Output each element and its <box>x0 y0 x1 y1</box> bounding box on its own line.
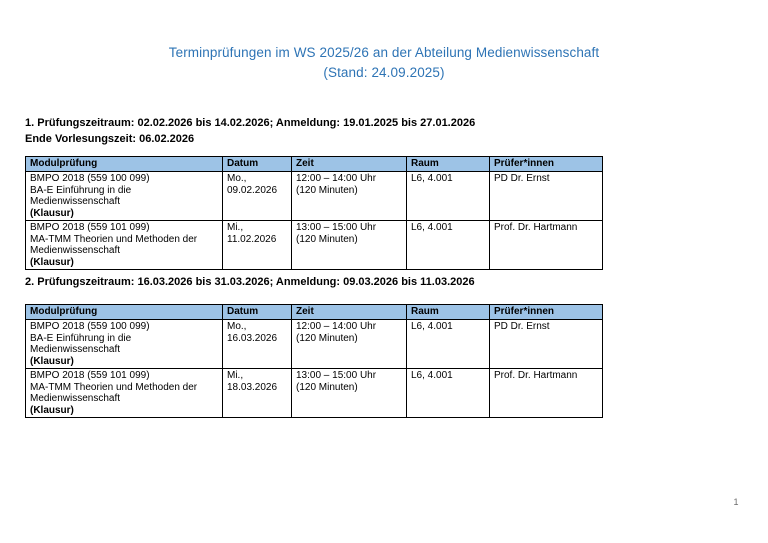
modul-text: BMPO 2018 (559 101 099) MA-TMM Theorien … <box>30 370 198 404</box>
document-title: Terminprüfungen im WS 2025/26 an der Abt… <box>0 43 768 83</box>
modul-text: BMPO 2018 (559 101 099) MA-TMM Theorien … <box>30 222 198 256</box>
column-header-modulpruefung: Modulprüfung <box>25 304 223 320</box>
cell-raum: L6, 4.001 <box>406 319 490 369</box>
column-header-zeit: Zeit <box>291 304 407 320</box>
cell-pruefer: PD Dr. Ernst <box>489 171 603 221</box>
column-header-raum: Raum <box>406 156 490 172</box>
modul-exam-type: (Klausur) <box>30 404 74 416</box>
cell-datum: Mo., 16.03.2026 <box>222 319 292 369</box>
document-title-line2: (Stand: 24.09.2025) <box>323 65 445 80</box>
cell-zeit: 13:00 – 15:00 Uhr (120 Minuten) <box>291 220 407 270</box>
table-row: BMPO 2018 (559 101 099) MA-TMM Theorien … <box>25 220 603 270</box>
column-header-datum: Datum <box>222 156 292 172</box>
exam-table-period-1: Modulprüfung Datum Zeit Raum Prüfer*inne… <box>25 156 603 270</box>
column-header-raum: Raum <box>406 304 490 320</box>
column-header-zeit: Zeit <box>291 156 407 172</box>
modul-text: BMPO 2018 (559 100 099) BA-E Einführung … <box>30 321 150 355</box>
cell-zeit: 12:00 – 14:00 Uhr (120 Minuten) <box>291 319 407 369</box>
cell-modulpruefung: BMPO 2018 (559 101 099) MA-TMM Theorien … <box>25 220 223 270</box>
cell-modulpruefung: BMPO 2018 (559 100 099) BA-E Einführung … <box>25 319 223 369</box>
section-2-heading: 2. Prüfungszeitraum: 16.03.2026 bis 31.0… <box>25 274 625 290</box>
cell-raum: L6, 4.001 <box>406 368 490 418</box>
document-title-line1: Terminprüfungen im WS 2025/26 an der Abt… <box>168 45 600 60</box>
column-header-pruefer: Prüfer*innen <box>489 304 603 320</box>
exam-table-period-2: Modulprüfung Datum Zeit Raum Prüfer*inne… <box>25 304 603 418</box>
column-header-modulpruefung: Modulprüfung <box>25 156 223 172</box>
table-row: BMPO 2018 (559 100 099) BA-E Einführung … <box>25 319 603 369</box>
cell-datum: Mi., 18.03.2026 <box>222 368 292 418</box>
cell-zeit: 12:00 – 14:00 Uhr (120 Minuten) <box>291 171 407 221</box>
modul-exam-type: (Klausur) <box>30 355 74 367</box>
page-number: 1 <box>733 497 739 507</box>
modul-text: BMPO 2018 (559 100 099) BA-E Einführung … <box>30 173 150 207</box>
cell-pruefer: Prof. Dr. Hartmann <box>489 220 603 270</box>
modul-exam-type: (Klausur) <box>30 256 74 268</box>
cell-raum: L6, 4.001 <box>406 220 490 270</box>
cell-datum: Mi., 11.02.2026 <box>222 220 292 270</box>
column-header-pruefer: Prüfer*innen <box>489 156 603 172</box>
modul-exam-type: (Klausur) <box>30 207 74 219</box>
cell-zeit: 13:00 – 15:00 Uhr (120 Minuten) <box>291 368 407 418</box>
section-1-heading: 1. Prüfungszeitraum: 02.02.2026 bis 14.0… <box>25 115 625 147</box>
table-row: BMPO 2018 (559 100 099) BA-E Einführung … <box>25 171 603 221</box>
cell-modulpruefung: BMPO 2018 (559 101 099) MA-TMM Theorien … <box>25 368 223 418</box>
cell-pruefer: Prof. Dr. Hartmann <box>489 368 603 418</box>
section-2-heading-line1: 2. Prüfungszeitraum: 16.03.2026 bis 31.0… <box>25 276 475 288</box>
section-1-heading-line1: 1. Prüfungszeitraum: 02.02.2026 bis 14.0… <box>25 117 476 129</box>
cell-modulpruefung: BMPO 2018 (559 100 099) BA-E Einführung … <box>25 171 223 221</box>
table-row: BMPO 2018 (559 101 099) MA-TMM Theorien … <box>25 368 603 418</box>
column-header-datum: Datum <box>222 304 292 320</box>
cell-raum: L6, 4.001 <box>406 171 490 221</box>
cell-datum: Mo., 09.02.2026 <box>222 171 292 221</box>
table-header-row: Modulprüfung Datum Zeit Raum Prüfer*inne… <box>25 156 603 172</box>
cell-pruefer: PD Dr. Ernst <box>489 319 603 369</box>
table-header-row: Modulprüfung Datum Zeit Raum Prüfer*inne… <box>25 304 603 320</box>
section-1-heading-line2: Ende Vorlesungszeit: 06.02.2026 <box>25 133 195 145</box>
